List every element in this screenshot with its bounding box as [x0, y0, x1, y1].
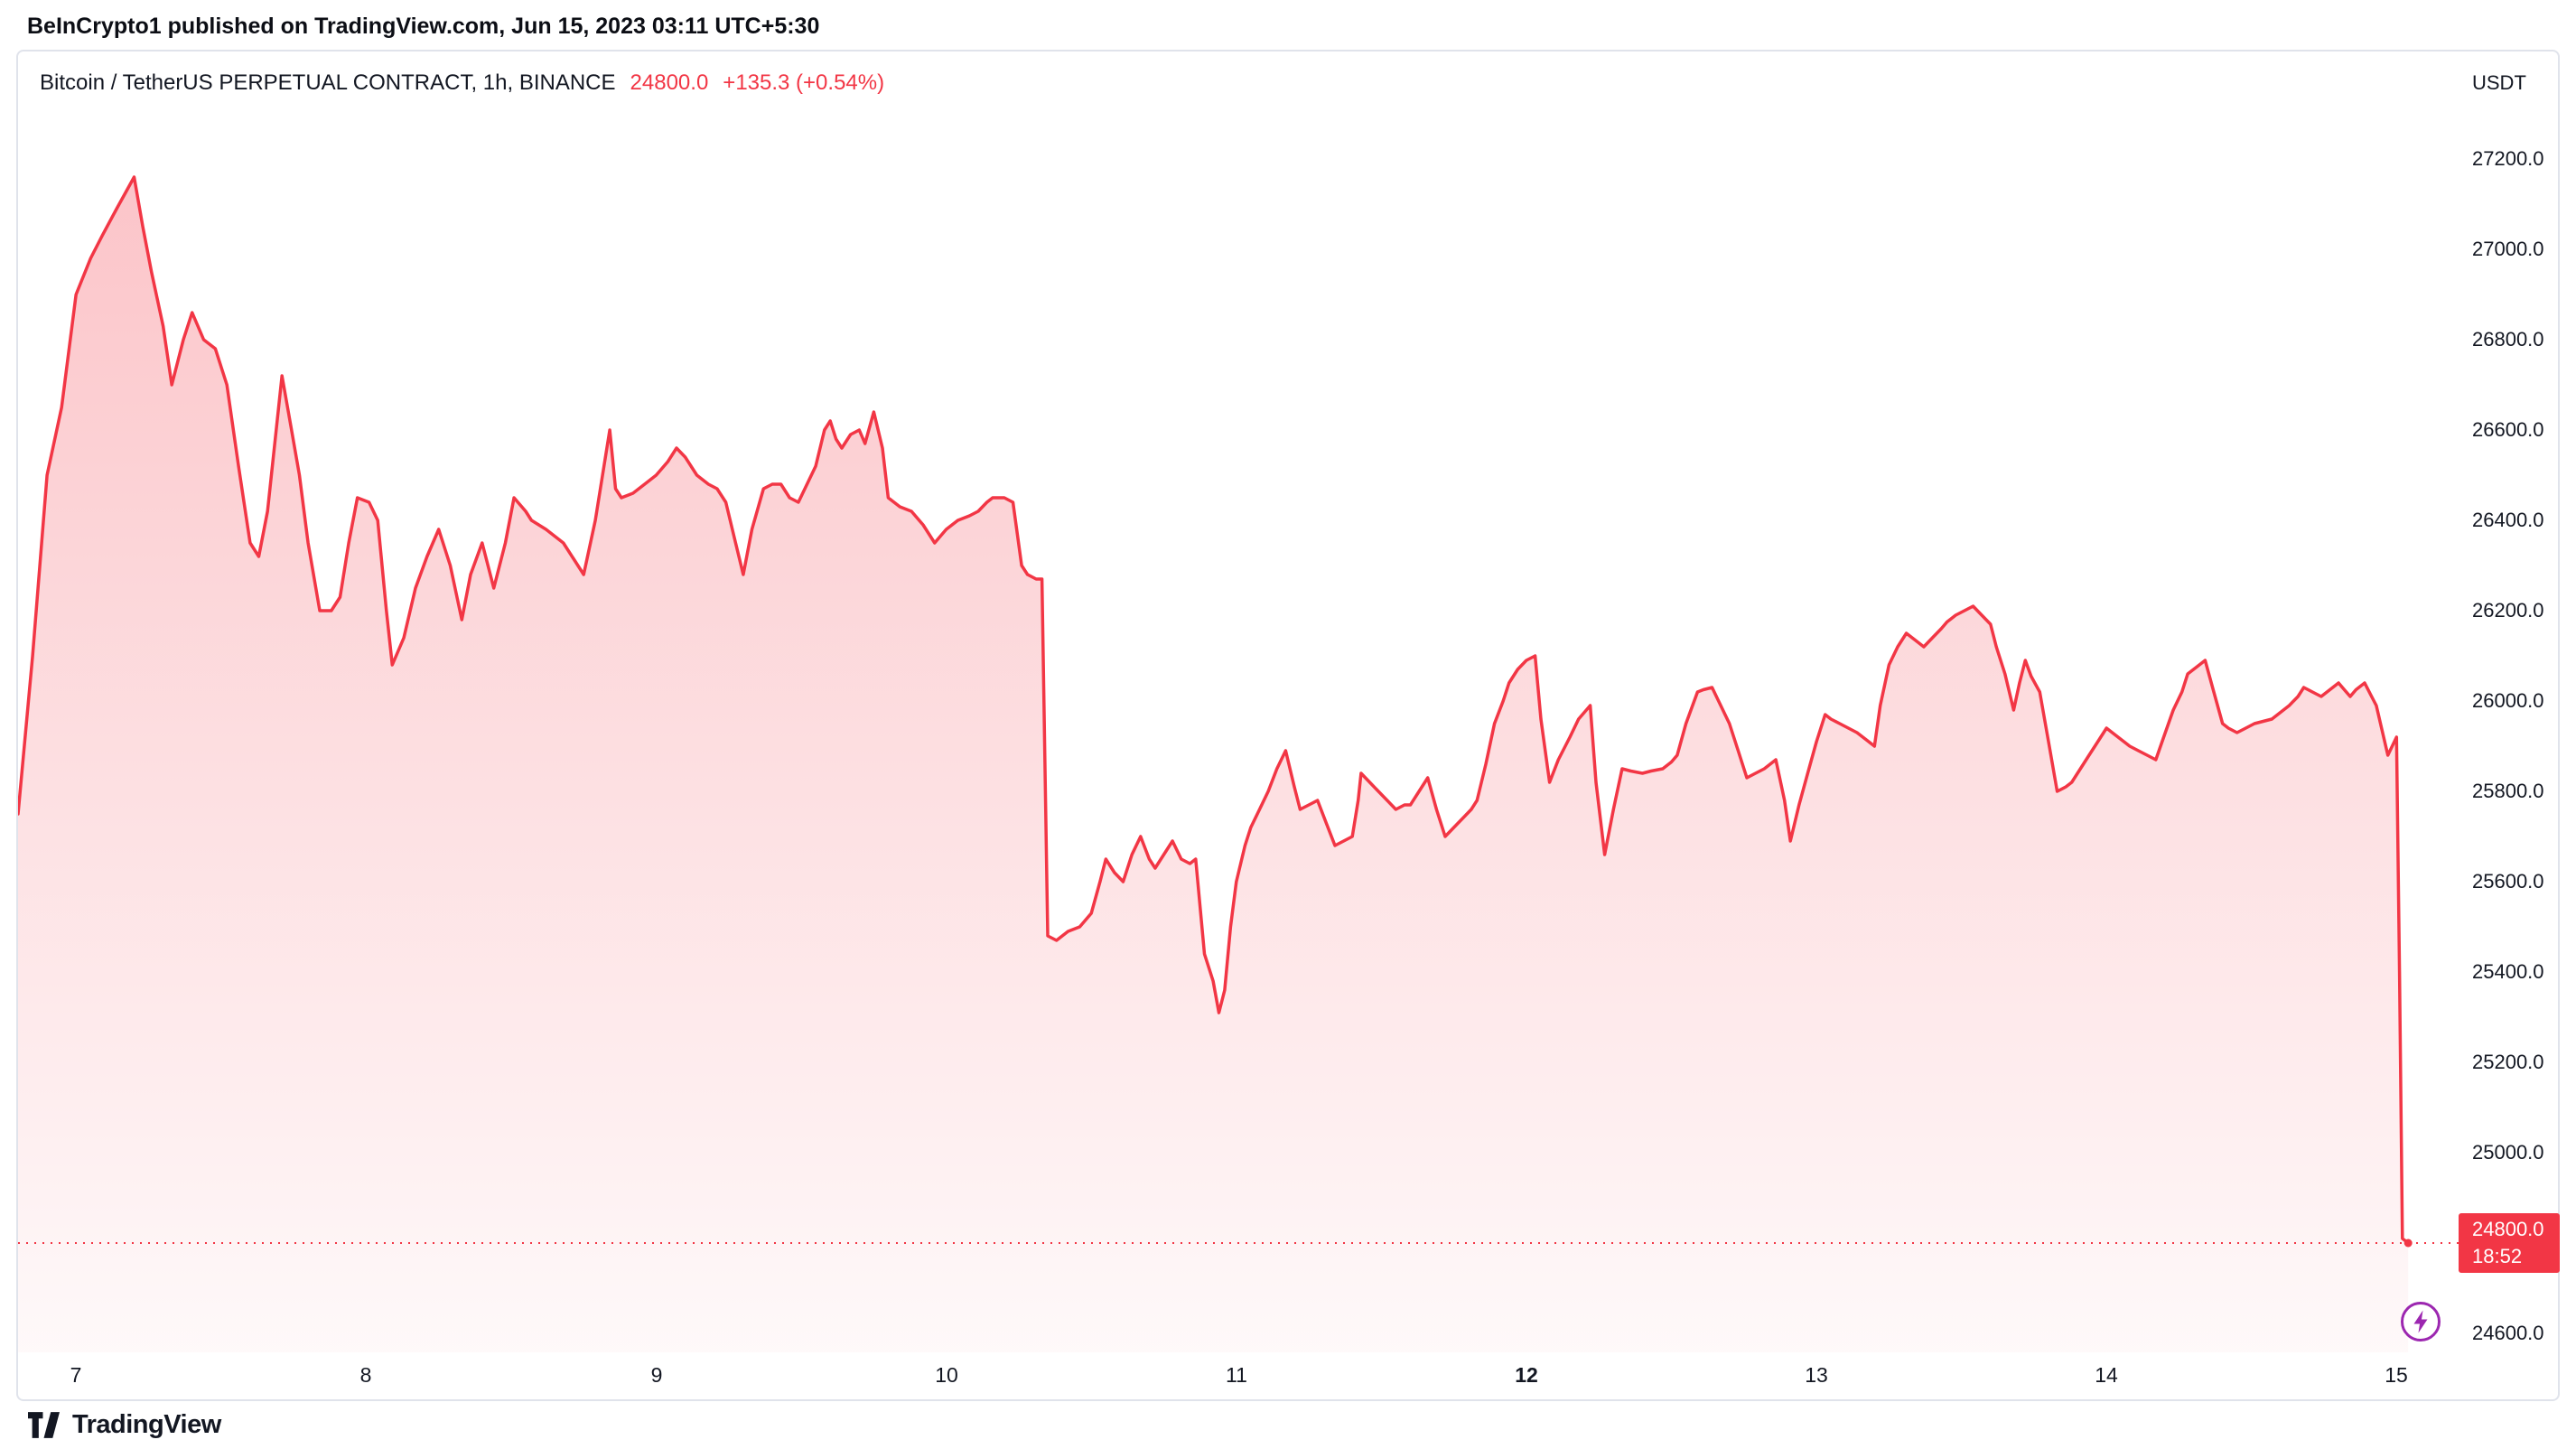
attribution-line: BeInCrypto1 published on TradingView.com…: [27, 0, 819, 51]
chart-card: Bitcoin / TetherUS PERPETUAL CONTRACT, 1…: [16, 50, 2560, 1401]
attribution-text: BeInCrypto1 published on TradingView.com…: [27, 14, 820, 39]
tradingview-logo-icon[interactable]: [28, 1412, 60, 1438]
lightning-icon[interactable]: [2399, 1300, 2442, 1343]
last-price-badge: 24800.0 18:52: [2459, 1213, 2560, 1273]
quote-currency-label: USDT: [2472, 71, 2526, 94]
symbol-title: Bitcoin / TetherUS PERPETUAL CONTRACT, 1…: [40, 70, 616, 95]
tradingview-wordmark: TradingView: [72, 1410, 221, 1439]
price-area-chart[interactable]: [18, 51, 2558, 1399]
badge-countdown: 18:52: [2472, 1245, 2523, 1267]
badge-price: 24800.0: [2472, 1218, 2544, 1240]
last-price-value: 24800.0: [630, 70, 709, 95]
footer-bar: TradingView: [28, 1401, 221, 1449]
price-change-value: +135.3 (+0.54%): [723, 70, 885, 95]
chart-header: Bitcoin / TetherUS PERPETUAL CONTRACT, 1…: [40, 68, 884, 98]
